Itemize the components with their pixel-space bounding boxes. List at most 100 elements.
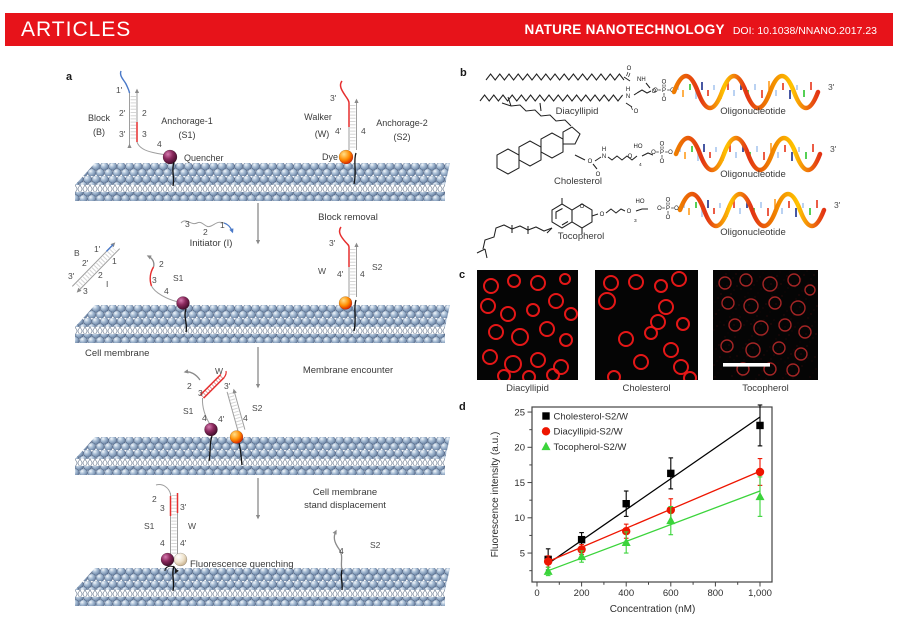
dye-ball-2 [338, 296, 353, 310]
s1-tail [151, 285, 177, 302]
noise-dot [725, 348, 727, 350]
cell-ring [743, 298, 759, 314]
noise-dot [722, 277, 724, 279]
helix1-3prime: 3' [828, 82, 835, 92]
label-fluorescence-quenching: Fluorescence quenching [190, 559, 294, 570]
noise-dot [716, 325, 718, 327]
panel-d-letter: d [459, 401, 466, 413]
cell-ring [778, 318, 792, 332]
noise-dot [808, 329, 810, 331]
noise-dot [787, 322, 789, 324]
noise-dot [771, 370, 773, 372]
cell-ring [728, 318, 742, 332]
data-point [543, 566, 553, 575]
noise-dot [782, 342, 784, 344]
noise-dot [801, 325, 803, 327]
atom-h: H [626, 87, 630, 93]
noise-dot [729, 356, 731, 358]
noise-dot [733, 359, 735, 361]
diacyllipid-chain-2 [479, 94, 624, 102]
noise-dot [791, 365, 793, 367]
label-3: 3 [83, 286, 88, 296]
s1-tail [201, 397, 211, 426]
noise-dot [803, 274, 805, 276]
label-oligonucleotide-1: Oligonucleotide [720, 106, 786, 117]
s2-strand [232, 388, 246, 430]
noise-dot [775, 338, 777, 340]
x-tick-label: 1,000 [748, 588, 772, 599]
noise-dot [777, 362, 779, 364]
atom-o: O [596, 172, 601, 178]
noise-dot [735, 308, 737, 310]
noise-dot [812, 337, 814, 339]
noise-dot [752, 347, 754, 349]
noise-dot [713, 364, 715, 366]
stage3-encounter-complex: W 2 3 3' S1 4 4' 4 S2 [183, 366, 263, 466]
noise-dot [804, 286, 806, 288]
label-s2-abbr: (S2) [393, 132, 410, 142]
cells-tocopherol [713, 270, 818, 380]
label-3: 3 [198, 388, 203, 398]
noise-dot [746, 320, 748, 322]
label-W: W [215, 366, 223, 376]
noise-dot [778, 334, 780, 336]
cell-ring [676, 317, 690, 331]
noise-dot [812, 372, 814, 374]
x-tick-label: 600 [663, 588, 679, 599]
noise-dot [805, 333, 807, 335]
label-4: 4 [202, 413, 207, 423]
phosphate-1 [652, 79, 676, 104]
y-tick-label: 15 [514, 478, 525, 489]
data-point [543, 557, 553, 566]
noise-dot [773, 279, 775, 281]
noise-dot [759, 276, 761, 278]
cell-ring [663, 342, 679, 358]
quencher-anchor-3 [208, 435, 213, 462]
micrograph-tocopherol [713, 270, 818, 380]
noise-dot [776, 275, 778, 277]
noise-dot [735, 273, 737, 275]
panel-a-letter: a [66, 71, 73, 83]
noise-dot [724, 301, 726, 303]
label-quencher: Quencher [184, 153, 224, 163]
atom-h: H [602, 147, 606, 153]
noise-dot [719, 356, 721, 358]
noise-dot [789, 306, 791, 308]
noise-dot [719, 321, 721, 323]
label-walker-abbr: (W) [315, 129, 330, 139]
noise-dot [811, 360, 813, 362]
x-tick-label: 400 [618, 588, 634, 599]
x-tick-label: 0 [534, 588, 539, 599]
noise-dot [792, 377, 794, 379]
noise-dot [808, 294, 810, 296]
label-4: 4 [164, 286, 169, 296]
noise-dot [723, 324, 725, 326]
membrane-4 [75, 568, 450, 606]
membrane-3 [75, 437, 450, 475]
noise-dot [803, 349, 805, 351]
label-3prime: 3' [119, 129, 126, 139]
noise-dot [798, 369, 800, 371]
noise-dot [738, 304, 740, 306]
noise-dot [752, 272, 754, 274]
noise-dot [741, 375, 743, 377]
noise-dot [745, 308, 747, 310]
legend-marker [541, 427, 551, 436]
noise-dot [747, 367, 749, 369]
noise-dot [742, 347, 744, 349]
noise-dot [794, 326, 796, 328]
noise-dot [772, 342, 774, 344]
quencher-anchor-2 [184, 308, 188, 333]
s2-anchor-2 [353, 299, 357, 332]
noise-dot [726, 285, 728, 287]
label-1prime: 1' [116, 85, 123, 95]
label-3: 3 [185, 219, 190, 229]
label-3prime: 3' [330, 93, 337, 103]
noise-dot [723, 289, 725, 291]
noise-dot [761, 370, 763, 372]
data-point [577, 535, 586, 544]
label-S1: S1 [173, 273, 184, 283]
atom-o: O [588, 159, 593, 165]
walker-red-toehold [339, 80, 350, 127]
noise-dot [778, 299, 780, 301]
